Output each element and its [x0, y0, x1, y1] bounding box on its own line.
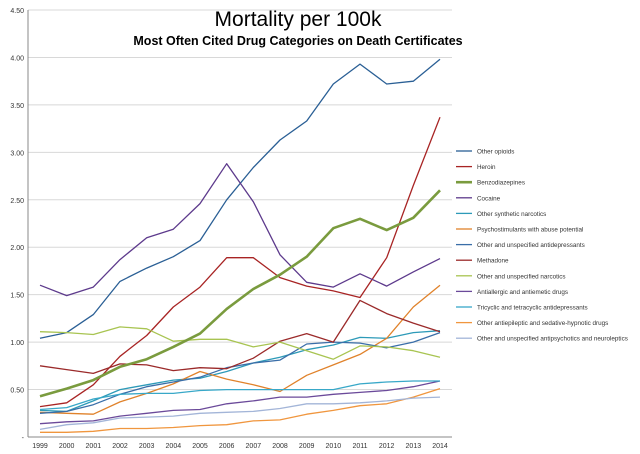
legend-label: Cocaine: [477, 195, 501, 202]
x-tick-label: 2005: [192, 443, 208, 450]
series-line: [39, 299, 441, 375]
series-line: [39, 331, 441, 414]
series-line: [39, 330, 441, 413]
series-line: [39, 116, 441, 408]
x-tick-label: 2008: [272, 443, 288, 450]
y-tick-label: 1.50: [10, 293, 24, 300]
x-tick-label: 2012: [379, 443, 395, 450]
x-tick-label: 2000: [59, 443, 75, 450]
legend-label: Antiallergic and antiemetic drugs: [477, 289, 568, 296]
legend-label: Other opioids: [477, 149, 514, 156]
series-line: [39, 284, 441, 415]
x-tick-label: 2009: [299, 443, 315, 450]
legend-label: Other and unspecified narcotics: [477, 273, 566, 280]
y-tick-label: 3.50: [10, 103, 24, 110]
y-tick-label: 2.50: [10, 198, 24, 205]
legend-label: Heroin: [477, 164, 496, 171]
x-tick-label: 2002: [112, 443, 128, 450]
series-line: [39, 326, 441, 360]
series-line: [39, 189, 441, 398]
y-tick-label: 2.00: [10, 245, 24, 252]
series-line: [39, 163, 441, 297]
x-tick-label: 2013: [406, 443, 422, 450]
x-tick-label: 2011: [352, 443, 367, 450]
legend-label: Other antiepileptic and sedative-hypnoti…: [477, 320, 608, 327]
y-tick-label: 3.00: [10, 150, 24, 157]
x-tick-label: 2004: [166, 443, 182, 450]
series-line: [39, 396, 441, 431]
legend-label: Other and unspecified antipsychotics and…: [477, 336, 628, 343]
x-tick-label: 2001: [86, 443, 102, 450]
y-tick-label: 4.50: [10, 8, 24, 15]
x-tick-label: 2007: [246, 443, 262, 450]
y-tick-label: 1.00: [10, 340, 24, 347]
series-line: [40, 387, 441, 433]
y-tick-label: 0.50: [10, 388, 24, 395]
x-tick-label: 2014: [432, 443, 448, 450]
x-tick-label: 2010: [326, 443, 342, 450]
chart-subtitle: Most Often Cited Drug Categories on Deat…: [133, 34, 463, 48]
x-tick-label: 2003: [139, 443, 155, 450]
series-line: [39, 58, 441, 339]
x-tick-label: 1999: [32, 443, 48, 450]
y-tick-label: -: [22, 435, 25, 442]
series-line: [39, 380, 440, 411]
legend-label: Other synthetic narcotics: [477, 211, 546, 218]
legend-label: Benzodiazepines: [477, 180, 525, 187]
legend-label: Methadone: [477, 258, 509, 265]
series-line: [39, 380, 441, 425]
chart-title: Mortality per 100k: [214, 8, 382, 31]
y-tick-label: 4.00: [10, 55, 24, 62]
legend-label: Other and unspecified antidepressants: [477, 242, 585, 249]
x-tick-label: 2006: [219, 443, 235, 450]
legend-label: Psychostimulants with abuse potential: [477, 227, 583, 234]
legend-label: Tricyclic and tetracyclic antidepressant…: [477, 305, 588, 312]
